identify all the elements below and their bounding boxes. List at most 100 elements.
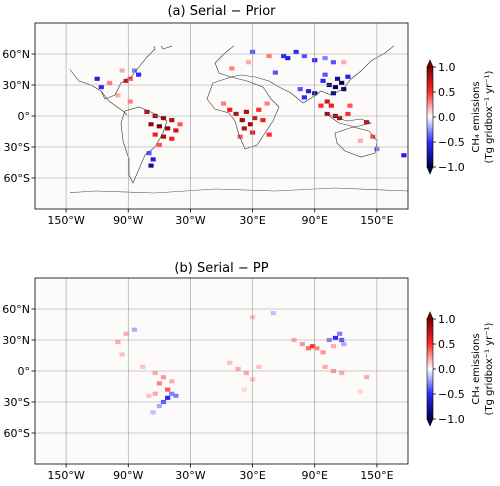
data-cell <box>247 122 254 127</box>
data-cell <box>173 393 179 398</box>
x-tick-label: 30°E <box>239 469 265 482</box>
data-cell <box>357 389 363 394</box>
colorbar-a: 1.0 0.5 0.0 −0.5 −1.0 CH₄ emissions (Tg grid… <box>426 59 495 175</box>
data-cell <box>98 85 104 90</box>
data-cell <box>146 393 152 398</box>
y-tick-label: 0° <box>18 110 31 123</box>
colorbar-a-extend-top <box>426 59 434 68</box>
data-cell <box>144 109 150 114</box>
data-cell <box>363 120 370 125</box>
data-cell <box>115 340 121 345</box>
x-tick-label: 30°W <box>175 469 205 482</box>
x-tick-label: 150°E <box>360 469 393 482</box>
y-tick-label: 60°N <box>2 303 30 316</box>
coastline-eurasia <box>214 46 395 104</box>
data-cell <box>169 136 175 141</box>
colorbar-b-extend-bottom <box>426 418 434 427</box>
panel-b-title: (b) Serial − PP <box>174 261 268 276</box>
y-tick-label: 60°S <box>4 427 30 440</box>
data-cell <box>136 72 142 77</box>
data-cell <box>285 56 291 61</box>
data-cell <box>341 342 347 347</box>
data-cell <box>160 375 167 380</box>
data-cell <box>270 311 276 316</box>
panel-a-title: (a) Serial − Prior <box>167 4 276 19</box>
coastline-australia <box>334 126 378 158</box>
data-cell <box>252 116 258 121</box>
data-cell <box>152 371 158 376</box>
data-cell <box>229 66 235 71</box>
panel-a-gridlines <box>35 23 408 209</box>
coastline-north-america <box>70 46 156 100</box>
data-cell <box>173 128 179 133</box>
colorbar-a-units: (Tg gridbox⁻¹ yr⁻¹) <box>484 70 495 163</box>
y-tick-label: 60°S <box>4 172 30 185</box>
data-cell <box>160 116 167 121</box>
colorbar-a-ticks: 1.0 0.5 0.0 −0.5 −1.0 <box>433 61 465 174</box>
data-cell <box>227 107 233 112</box>
data-cell <box>339 80 345 85</box>
x-tick-label: 30°E <box>239 214 265 227</box>
data-cell <box>243 371 249 376</box>
data-cell <box>341 87 347 92</box>
data-cell <box>334 76 341 81</box>
y-tick-label: 30°N <box>2 79 30 92</box>
colorbar-b-ticks: 1.0 0.5 0.0 −0.5 −1.0 <box>433 313 465 426</box>
colorbar-b-extend-top <box>426 311 434 320</box>
data-cell <box>119 68 125 73</box>
data-cell <box>363 375 370 380</box>
data-cell <box>239 118 245 123</box>
data-cell <box>301 95 307 100</box>
colorbar-a-bar <box>426 66 434 168</box>
colorbar-tick-label: 0.0 <box>438 111 456 124</box>
data-cell <box>245 60 252 65</box>
data-cell <box>347 103 353 108</box>
data-cell <box>156 142 162 147</box>
data-cell <box>127 76 133 81</box>
x-tick-label: 150°E <box>360 214 393 227</box>
data-cell <box>241 387 247 392</box>
x-tick-label: 90°W <box>113 469 143 482</box>
data-cell <box>401 153 407 158</box>
colorbar-tick-label: 0.5 <box>438 338 456 351</box>
data-cell <box>332 335 339 340</box>
data-cell <box>235 366 241 371</box>
data-cell <box>131 68 138 73</box>
data-cell <box>322 56 328 61</box>
data-cell <box>299 342 305 347</box>
data-cell <box>165 387 171 392</box>
colorbar-tick-label: 1.0 <box>438 61 456 74</box>
colorbar-b-label: CH₄ emissions <box>471 333 482 404</box>
colorbar-tick-label: 0.5 <box>438 86 456 99</box>
data-cell <box>148 122 154 127</box>
data-cell <box>301 54 307 59</box>
coastline-antarctica <box>70 187 409 194</box>
data-cell <box>328 103 334 108</box>
panel-a-coastlines <box>70 46 409 194</box>
data-cell <box>345 74 351 79</box>
panel-a: (a) Serial − Prior 150°W 90°W 30°W 30°E 90°E… <box>2 4 409 227</box>
data-cell <box>156 124 162 129</box>
data-cell <box>272 70 278 75</box>
data-cell <box>318 103 324 108</box>
x-tick-label: 90°E <box>302 214 328 227</box>
colorbar-b: 1.0 0.5 0.0 −0.5 −1.0 CH₄ emissions (Tg grid… <box>426 311 495 427</box>
panel-b-ticks: 150°W 90°W 30°W 30°E 90°E 150°E 60°N 30°N 0° 30°S… <box>2 303 393 482</box>
data-cell <box>305 346 312 351</box>
data-cell <box>115 93 121 98</box>
data-cell <box>123 331 129 336</box>
data-cell <box>127 99 133 104</box>
y-tick-label: 0° <box>18 365 31 378</box>
data-cell <box>266 132 272 137</box>
x-tick-label: 90°W <box>113 214 143 227</box>
colorbar-tick-label: 0.0 <box>438 363 456 376</box>
x-tick-label: 150°W <box>47 214 84 227</box>
x-tick-label: 150°W <box>47 469 84 482</box>
data-cell <box>119 352 125 357</box>
colorbar-a-label: CH₄ emissions <box>471 81 482 152</box>
data-cell <box>357 138 363 143</box>
colorbar-tick-label: −0.5 <box>438 388 465 401</box>
colorbar-tick-label: 1.0 <box>438 313 456 326</box>
colorbar-b-units: (Tg gridbox⁻¹ yr⁻¹) <box>484 322 495 415</box>
panel-b: (b) Serial − PP 150°W 90°W 30°W 30°E 90°E 150… <box>2 261 409 482</box>
